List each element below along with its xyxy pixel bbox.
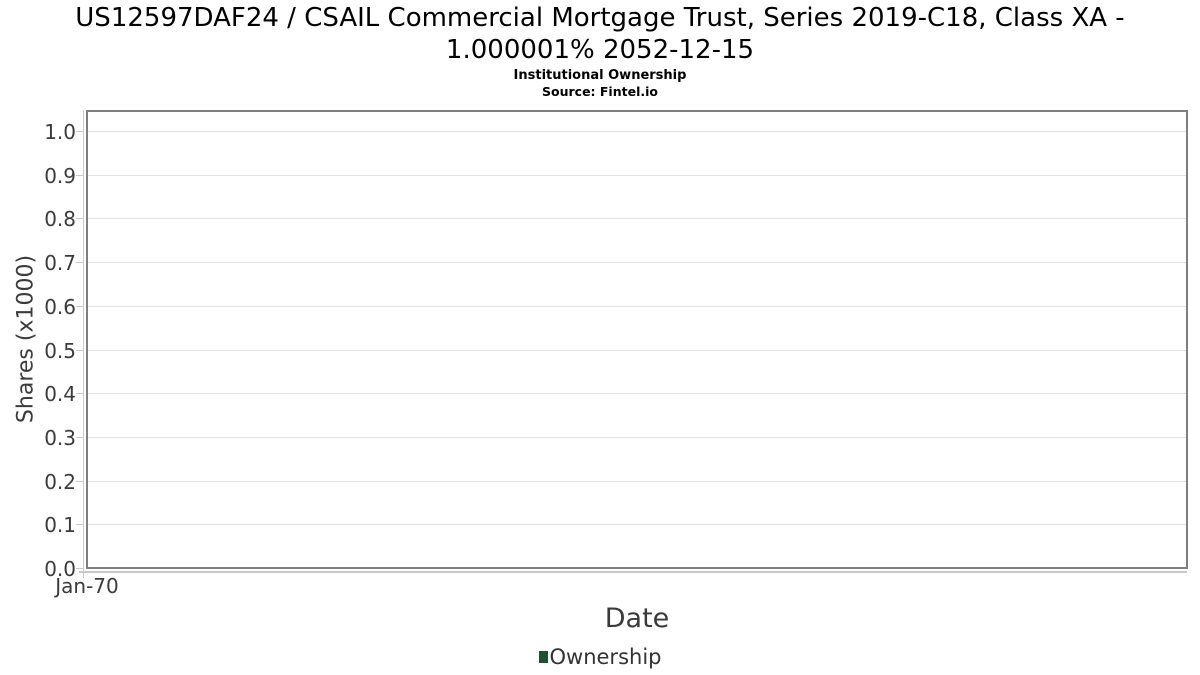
y-tick-mark (76, 262, 84, 263)
x-axis-title: Date (604, 603, 670, 634)
y-tick-label: 0.5 (44, 339, 76, 363)
y-gridline (88, 350, 1186, 351)
legend-swatch-ownership (538, 651, 548, 663)
y-tick-label: 1.0 (44, 120, 76, 144)
y-gridline (88, 393, 1186, 394)
y-tick-mark (76, 131, 84, 132)
y-tick-label: 0.6 (44, 295, 76, 319)
y-gridline (88, 481, 1186, 482)
legend-label-ownership: Ownership (549, 645, 662, 669)
y-tick-mark (76, 175, 84, 176)
y-gridline (88, 306, 1186, 307)
y-gridline (88, 524, 1186, 525)
y-tick-mark (76, 218, 84, 219)
y-gridline (88, 218, 1186, 219)
chart-source: Source: Fintel.io (542, 84, 658, 99)
y-tick-mark (76, 393, 84, 394)
x-axis-line (79, 571, 1187, 573)
x-tick-label-jan-70: Jan-70 (55, 574, 119, 598)
y-tick-label: 0.3 (44, 426, 76, 450)
y-tick-mark (76, 481, 84, 482)
y-tick-mark (76, 437, 84, 438)
y-tick-label: 0.8 (44, 207, 76, 231)
y-gridline (88, 262, 1186, 263)
y-gridline (88, 437, 1186, 438)
y-tick-mark (76, 568, 84, 569)
y-tick-label: 0.2 (44, 470, 76, 494)
y-tick-mark (76, 306, 84, 307)
y-gridline (88, 131, 1186, 132)
y-tick-label: 0.0 (44, 557, 76, 581)
chart-title: US12597DAF24 / CSAIL Commercial Mortgage… (75, 3, 1125, 65)
y-axis-line (83, 110, 84, 578)
y-tick-label: 0.1 (44, 513, 76, 537)
chart-subtitle: Institutional Ownership (513, 68, 687, 83)
plot-area (86, 110, 1188, 569)
y-tick-label: 0.4 (44, 382, 76, 406)
legend: Ownership (0, 642, 1200, 672)
y-axis-title: Shares (x1000) (13, 254, 39, 424)
y-tick-label: 0.7 (44, 251, 76, 275)
y-tick-mark (76, 524, 84, 525)
y-tick-mark (76, 350, 84, 351)
y-tick-label: 0.9 (44, 164, 76, 188)
y-gridline (88, 175, 1186, 176)
